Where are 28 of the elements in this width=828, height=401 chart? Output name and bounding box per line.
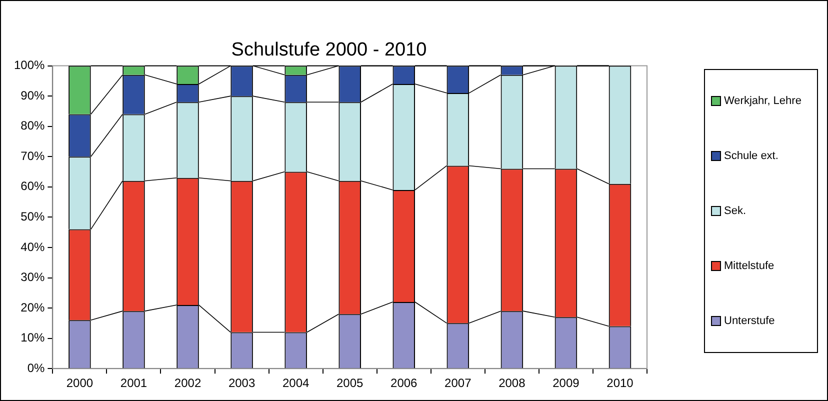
legend-label: Sek. [724,204,746,217]
x-tick-label: 2009 [552,376,580,390]
x-tick-label: 2005 [336,376,364,390]
y-tick-label: 90% [20,88,46,102]
x-tick-label: 2004 [282,376,310,390]
y-tick-label: 10% [20,330,46,345]
y-tick-label: 80% [20,118,46,133]
y-tick-label: 20% [20,300,46,314]
y-tick-label: 30% [20,270,46,284]
legend-label: Mittelstufe [724,260,774,272]
x-tick-label: 2007 [444,376,472,390]
y-tick-label: 40% [20,240,46,254]
x-tick-label: 2010 [606,376,634,390]
legend-label: Schule ext. [724,150,778,162]
y-tick-label: 70% [20,148,46,163]
x-tick-label: 2000 [66,376,94,390]
y-tick-label: 60% [20,179,46,194]
legend-label: Werkjahr, Lehre [724,95,802,108]
y-tick-label: 50% [20,210,46,224]
x-tick-label: 2008 [498,376,526,390]
chart-title: Schulstufe 2000 - 2010 [231,40,427,61]
x-tick-label: 2001 [120,376,148,390]
x-tick-label: 2003 [228,376,256,390]
x-tick-label: 2002 [174,376,202,390]
x-tick-label: 2006 [390,376,418,390]
y-tick-label: 0% [27,360,46,375]
legend-label: Unterstufe [724,314,775,327]
y-tick-label: 100% [14,58,46,72]
